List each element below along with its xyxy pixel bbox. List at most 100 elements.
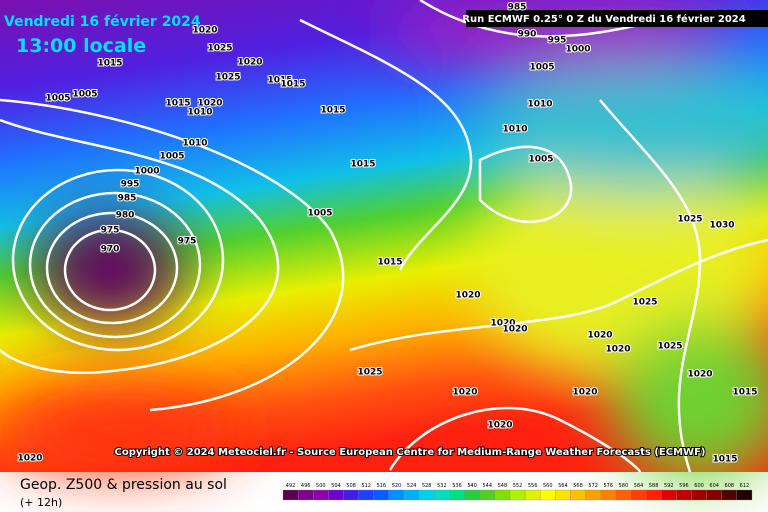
isobar-label: 1020 [490,319,515,329]
legend-swatch [297,489,314,501]
legend-swatch [661,489,677,501]
isobar-label: 1020 [197,99,222,109]
isobar-label: 1025 [657,342,682,352]
legend-swatch [313,489,329,501]
legend-swatch [419,489,435,501]
legend-label: 548 [498,483,508,489]
legend-swatch [343,489,359,501]
legend-swatch [328,489,344,501]
isobar-label: 1020 [487,421,512,431]
legend-swatch [358,489,374,501]
legend-label: 588 [649,483,659,489]
legend-label: 608 [725,483,735,489]
legend-label: 568 [573,483,583,489]
isobar-label: 1010 [182,139,207,149]
legend-swatch [706,489,722,501]
legend-swatch [721,489,738,501]
legend-label: 596 [679,483,689,489]
isobar-label: 1015 [97,59,122,69]
isobar-label: 985 [508,3,527,13]
isobar-label: 1025 [215,73,240,83]
isobar-label: 1015 [712,455,737,465]
isobar-label: 1020 [237,58,262,68]
isobar-label: 1020 [687,370,712,380]
legend-swatch [403,489,420,501]
legend-label: 564 [558,483,568,489]
legend-label: 528 [422,483,432,489]
legend-swatch [600,489,616,501]
isobar-label: 1005 [528,155,553,165]
legend-swatch [691,489,707,501]
legend-label: 560 [543,483,553,489]
isobar-label: 1005 [159,152,184,162]
isobar-label: 1020 [455,291,480,301]
isobar-label: 1030 [709,221,734,231]
legend-swatch [736,489,753,501]
isobar-label: 1015 [732,388,757,398]
copyright: Copyright © 2024 Meteociel.fr - Source E… [115,447,706,458]
legend-label: 532 [437,483,447,489]
legend-label: 516 [377,483,387,489]
legend-label: 556 [528,483,538,489]
legend-label: 576 [604,483,614,489]
legend-label: 612 [740,483,750,489]
isobar-label: 1015 [350,160,375,170]
legend-swatch [509,489,526,501]
isobar-label: 995 [548,36,567,46]
legend-swatch [282,489,299,501]
legend-swatch [615,489,632,501]
local-time: 13:00 locale [16,35,146,57]
isobar-label: 1015 [320,106,345,116]
legend-swatch [524,489,541,501]
footer-step: (+ 12h) [20,496,62,509]
date: Vendredi 16 février 2024 [4,14,201,30]
legend-label: 496 [301,483,311,489]
field-overlay [0,0,768,480]
isobar-label: 1020 [587,331,612,341]
legend-swatch [676,489,692,501]
legend-label: 592 [664,483,674,489]
isobar-label: 1010 [502,125,527,135]
isobar-label: 1000 [134,167,159,177]
legend-label: 552 [513,483,523,489]
footer-title: Geop. Z500 & pression au sol [20,477,227,493]
isobar-label: 975 [101,226,120,236]
legend-label: 520 [392,483,402,489]
isobar-label: 970 [101,245,120,255]
isobar-label: 1020 [502,325,527,335]
legend-swatch [464,489,480,501]
isobar-label: 1025 [677,215,702,225]
legend-label: 524 [407,483,417,489]
legend-swatch [434,489,450,501]
legend-label: 572 [588,483,598,489]
legend-swatch [388,489,405,501]
isobar-label: 975 [178,237,197,247]
isobar-label: 1020 [452,388,477,398]
legend-label: 512 [361,483,371,489]
isobar-label: 1015 [267,76,292,86]
isobar-label: 1025 [632,298,657,308]
isobar-label: 980 [116,211,135,221]
isobar-label: 1005 [529,63,554,73]
legend-label: 492 [286,483,296,489]
isobar-label: 1020 [605,345,630,355]
isobar-label: 1015 [280,80,305,90]
legend-swatch [479,489,495,501]
run-box [466,10,768,27]
legend-swatch [540,489,556,501]
legend: 492 496 500 504 508 512 516 520 524 528 532 536 540 5… [282,483,753,501]
isobar-label: 1005 [45,94,70,104]
isobar-label: 1020 [572,388,597,398]
isobar-label: 1010 [527,100,552,110]
legend-swatch [555,489,571,501]
legend-swatch [373,489,390,501]
legend-swatch [449,489,465,501]
isobar-label: 1025 [207,44,232,54]
isobar-label: 1015 [377,258,402,268]
isobar-label: 1010 [187,108,212,118]
legend-label: 580 [619,483,629,489]
isobar-label: 1005 [307,209,332,219]
legend-swatch [585,489,601,501]
isobar-label: 1015 [165,99,190,109]
